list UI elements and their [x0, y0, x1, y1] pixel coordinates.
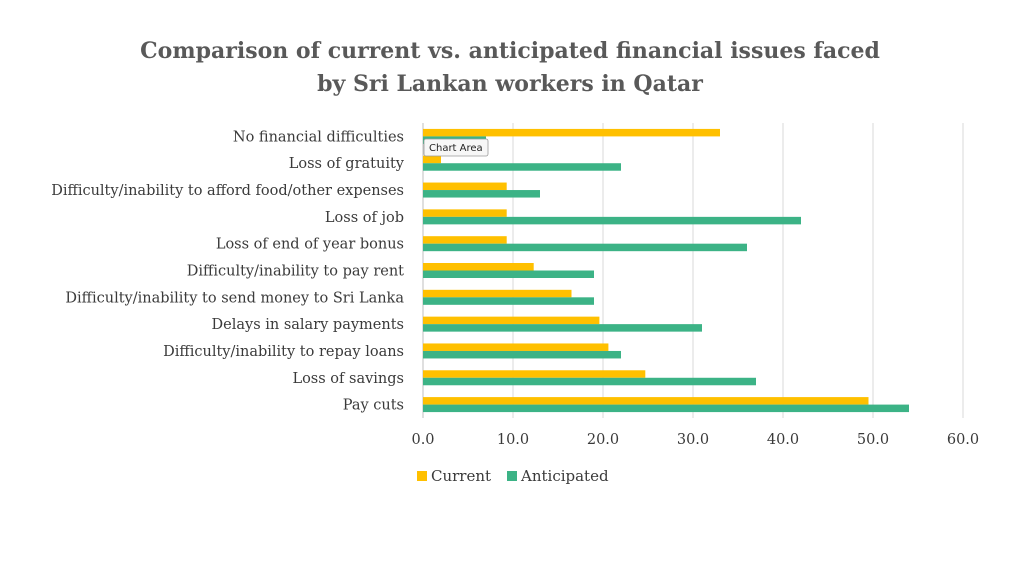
category-label: Loss of job	[325, 210, 404, 226]
x-tick-label: 40.0	[767, 432, 799, 448]
bar-anticipated	[423, 350, 621, 359]
legend[interactable]: Current Anticipated	[417, 467, 609, 485]
bar-current	[423, 182, 507, 191]
bar-current	[423, 263, 534, 271]
bar-anticipated	[423, 377, 756, 386]
legend-label-current: Current	[431, 467, 491, 485]
category-label: Difficulty/inability to pay rent	[187, 264, 404, 280]
chart-area-tooltip: Chart Area	[423, 138, 489, 157]
bar-current	[423, 289, 572, 298]
x-tick-label: 60.0	[947, 432, 979, 448]
category-label: Loss of end of year bonus	[216, 237, 404, 253]
chart-title-line-2: by Sri Lankan workers in Qatar	[317, 71, 703, 97]
bar-current	[423, 236, 507, 244]
bar-anticipated	[423, 297, 594, 305]
category-label: No financial difficulties	[233, 129, 404, 145]
x-tick-label: 30.0	[677, 432, 709, 448]
x-tick-labels: 0.0 10.0 20.0 30.0 40.0 50.0 60.0	[411, 432, 979, 448]
bar-current	[423, 316, 600, 325]
x-tick-label: 10.0	[497, 432, 529, 448]
bar-current	[423, 155, 441, 164]
category-label: Delays in salary payments	[212, 317, 404, 333]
bar-anticipated	[423, 324, 702, 332]
x-tick-label: 20.0	[587, 432, 619, 448]
bar-anticipated	[423, 404, 909, 413]
category-label: Difficulty/inability to repay loans	[163, 344, 404, 360]
category-label: Loss of gratuity	[289, 156, 405, 172]
chart-title-line-1: Comparison of current vs. anticipated fi…	[140, 38, 880, 64]
bar-current	[423, 343, 609, 351]
bar-anticipated	[423, 163, 621, 171]
bar-anticipated	[423, 216, 801, 225]
legend-swatch-anticipated	[507, 471, 517, 481]
bar-current	[423, 209, 507, 217]
x-tick-label: 0.0	[411, 432, 434, 448]
bar-current	[423, 397, 869, 405]
category-label: Difficulty/inability to afford food/othe…	[51, 183, 404, 199]
bar-anticipated	[423, 190, 540, 198]
category-label: Loss of savings	[292, 371, 404, 387]
tooltip-text: Chart Area	[429, 143, 483, 154]
bar-current	[423, 370, 646, 378]
category-label: Difficulty/inability to send money to Sr…	[65, 290, 404, 306]
bar-anticipated	[423, 243, 747, 252]
category-label: Pay cuts	[343, 398, 404, 414]
category-labels: No financial difficulties Loss of gratuit…	[51, 129, 405, 413]
bar-current	[423, 128, 720, 137]
bar-anticipated	[423, 270, 594, 278]
x-tick-label: 50.0	[857, 432, 889, 448]
tooltip-box	[423, 138, 489, 157]
legend-swatch-current	[417, 471, 427, 481]
legend-label-anticipated: Anticipated	[520, 467, 609, 485]
bars	[423, 128, 909, 413]
